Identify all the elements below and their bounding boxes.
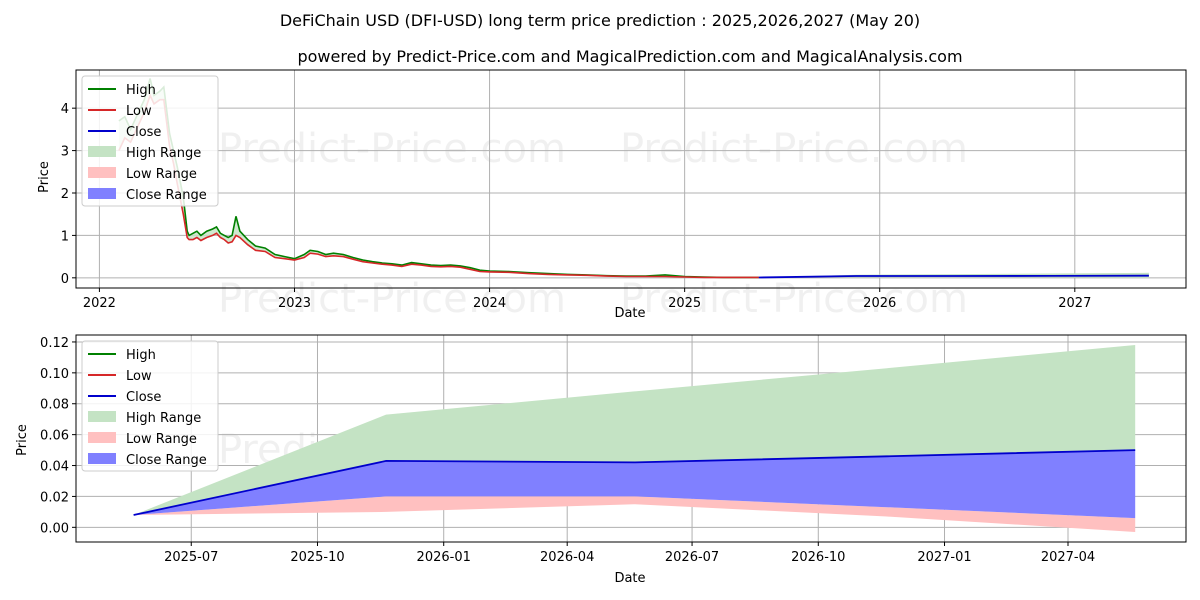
x-tick-label: 2026-01 [417,550,471,565]
x-tick-label: 2025 [668,296,701,311]
y-axis-label-1: Price [37,161,52,193]
legend-label: High [126,83,156,98]
y-tick-label: 0.12 [40,336,69,351]
legend-label: Close [126,125,161,140]
x-tick-label: 2026-04 [540,550,594,565]
legend-label: High Range [126,411,201,426]
legend-label: Low Range [126,167,197,182]
legend-swatch [88,453,116,464]
chart-subtitle: powered by Predict-Price.com and Magical… [297,47,962,66]
x-tick-label: 2024 [473,296,506,311]
x-tick-label: 2026-10 [791,550,845,565]
watermark-2: Predict-Price.com [620,126,968,172]
plot-frame-2 [75,334,1187,543]
legend-label: High [126,348,156,363]
y-tick-label: 0.00 [40,521,69,536]
x-tick-label: 2025-10 [290,550,344,565]
y-tick-label: 2 [61,187,69,202]
x-tick-label: 2026-07 [665,550,719,565]
plot-frame-1 [75,69,1187,289]
y-tick-label: 0 [61,272,69,287]
legend-swatch [88,432,116,443]
y-tick-label: 0.08 [40,398,69,413]
legend-label: Close Range [126,188,207,203]
y-tick-label: 0.04 [40,460,69,475]
x-tick-label: 2023 [278,296,311,311]
long-term-chart: Predict-Price.com Predict-Price.com Pred… [37,69,1187,322]
low-range-area [133,496,1136,532]
x-tick-label: 2027-01 [917,550,971,565]
y-tick-label: 1 [61,229,69,244]
legend-label: Low [126,369,152,384]
legend-2: High Low Close High Range Low Range Close Ran… [81,340,219,472]
legend-swatch [88,411,116,422]
watermark-3: Predict-Price.com [218,276,566,322]
forecast-chart: Predict-Price.com Predict-Price.com 2025… [15,334,1187,586]
watermark-4: Predict-Price.com [620,276,968,322]
y-tick-label: 3 [61,145,69,160]
x-tick-label: 2025-07 [164,550,218,565]
high-range-area [133,345,1136,515]
chart-title: DeFiChain USD (DFI-USD) long term price … [280,11,920,30]
y-axis-label-2: Price [15,424,30,456]
x-axis-label-1: Date [614,306,645,321]
legend-swatch [88,167,116,178]
legend-swatch [88,188,116,199]
x-tick-label: 2026 [863,296,896,311]
x-tick-label: 2022 [83,296,116,311]
watermark-1: Predict-Price.com [218,126,566,172]
legend-label: High Range [126,146,201,161]
y-tick-label: 0.10 [40,367,69,382]
x-tick-label: 2027-04 [1041,550,1095,565]
legend-label: Close [126,390,161,405]
forecast-close-line [758,274,1149,279]
legend-label: Close Range [126,453,207,468]
y-tick-label: 4 [61,102,69,117]
y-tick-label: 0.06 [40,429,69,444]
legend-swatch [88,146,116,157]
legend-1: High Low Close High Range Low Range Close Ran… [81,75,219,207]
legend-label: Low Range [126,432,197,447]
x-axis-label-2: Date [614,571,645,586]
legend-label: Low [126,104,152,119]
y-tick-label: 0.02 [40,490,69,505]
close-line [133,449,1136,516]
close-range-area [133,450,1136,519]
x-tick-label: 2027 [1058,296,1091,311]
